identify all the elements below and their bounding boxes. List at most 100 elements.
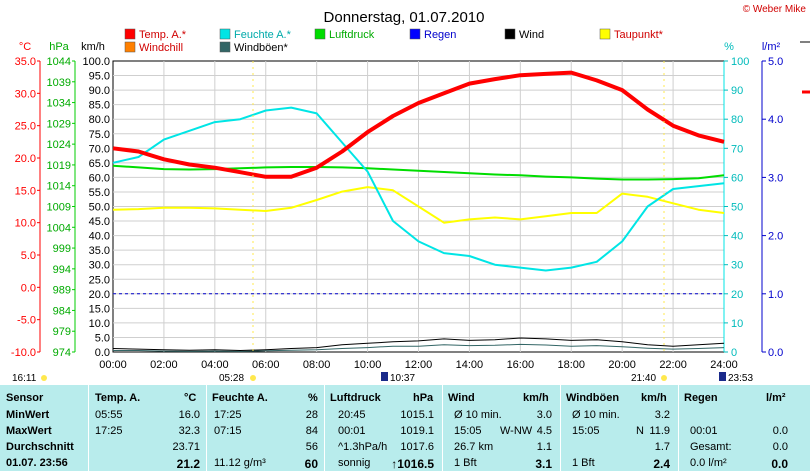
stat-wind-val: 4.5 [536,425,552,437]
legend-swatch [314,28,326,40]
stat-press-val: 1017.6 [400,441,434,453]
wind-tick-label: 50.0 [89,202,110,214]
humidity-tick-label: 30 [731,260,743,272]
stat-wind-val: 3.0 [536,409,552,421]
header-press-unit: hPa [413,392,434,404]
stat-rain-val: 0.0 [772,441,788,453]
stat-press-time: sonnig [338,457,371,469]
stat-gust-b: N [636,425,644,437]
stat-rain-a: Gesamt: [690,441,732,453]
col-separator [324,385,325,471]
wind-tick-label: 20.0 [89,289,110,301]
moon-icon [41,375,47,381]
stat-label: Durchschnitt [6,441,74,453]
moon-set-label: 16:11 [12,373,37,384]
stat-press-time: ^1.3hPa/h [338,441,388,453]
sun-icon [661,375,667,381]
stat-press-val: ↑1016.5 [391,457,434,471]
stat-hum-time: 07:15 [214,425,242,437]
legend-label: Feuchte A.* [234,29,292,41]
stat-wind-a: 1 Bft [454,457,477,469]
temp-tick-label: 20.0 [15,153,36,165]
humidity-tick-label: 70 [731,143,743,155]
stat-label: MaxWert [6,425,52,437]
unit-pressure: hPa [49,41,69,53]
legend-swatch [219,41,231,53]
stat-wind-a: 26.7 km [454,441,494,453]
grid [113,61,724,352]
axes: 00:00 02:00 04:00 06:00 08:00 10:00 12:00 14:00… [11,56,783,371]
legend-label: Windchill [139,42,183,54]
wind-tick-label: 95.0 [89,71,110,83]
stat-rain-val: 0.0 [771,457,788,471]
stat-hum-val: 60 [304,457,318,471]
pressure-tick-label: 999 [53,243,71,255]
pressure-tick-label: 989 [53,285,71,297]
stat-label: MinWert [6,409,50,421]
stat-gust-val: 2.4 [653,457,670,471]
stat-hum-val: 56 [305,441,318,453]
header-temp-unit: °C [184,392,197,404]
x-tick-label: 18:00 [557,359,585,371]
stat-gust-a: 15:05 [572,425,600,437]
humidity-tick-label: 80 [731,114,743,126]
legend-swatch [599,28,611,40]
pressure-tick-label: 1044 [47,56,71,68]
temp-tick-label: 0.0 [21,282,36,294]
header-press: Luftdruck [330,392,381,404]
stat-wind-a: Ø 10 min. [454,409,502,421]
temp-tick-label: 25.0 [15,121,36,133]
stat-rain-a: 0.0 l/m² [690,457,727,469]
x-tick-label: 08:00 [303,359,331,371]
temp-tick-label: 5.0 [21,250,36,262]
stat-press-val: 1015.1 [400,409,434,421]
legend-swatch [409,28,421,40]
moon-phase-b-label: 23:53 [728,373,753,384]
x-tick-label: 16:00 [507,359,535,371]
wind-tick-label: 75.0 [89,129,110,141]
stat-temp-val: 21.2 [176,457,200,471]
chart-title: Donnerstag, 01.07.2010 [324,9,485,26]
unit-humidity: % [724,41,734,53]
series [112,70,725,352]
header-rain: Regen [684,392,718,404]
weather-chart: Donnerstag, 01.07.2010 © Weber Mike Temp… [11,4,810,384]
wind-tick-label: 100.0 [82,56,110,68]
legend-swatch [504,28,516,40]
x-tick-label: 02:00 [150,359,178,371]
humidity-tick-label: 40 [731,231,743,243]
header-gust: Windböen [566,392,620,404]
wind-tick-label: 15.0 [89,303,110,315]
stat-gust-a: 1 Bft [572,457,595,469]
x-tick-label: 20:00 [608,359,636,371]
sunset-label: 21:40 [631,373,656,384]
pressure-tick-label: 1004 [47,222,71,234]
x-tick-label: 24:00 [710,359,738,371]
stat-wind-val: 3.1 [535,457,552,471]
stat-wind-a: 15:05 [454,425,482,437]
series-temp-a [112,70,725,179]
stat-gust-a: Ø 10 min. [572,409,620,421]
wind-tick-label: 70.0 [89,143,110,155]
x-tick-label: 22:00 [659,359,687,371]
pressure-tick-label: 994 [53,264,71,276]
pressure-tick-label: 974 [53,347,71,359]
wind-tick-label: 10.0 [89,318,110,330]
pressure-tick-label: 1029 [47,118,71,130]
temp-tick-label: 35.0 [15,56,36,68]
temp-tick-label: -5.0 [17,315,36,327]
legend: Temp. A.* Feuchte A.* Luftdruck Regen Wind Ta… [124,28,664,54]
stat-temp-val: 32.3 [178,425,200,437]
legend-swatch [219,28,231,40]
unit-temp: °C [19,41,31,53]
moon-phase-icon [381,372,388,381]
moon-phase-a-label: 10:37 [390,373,415,384]
legend-label: Windböen* [234,42,289,54]
humidity-tick-label: 50 [731,202,743,214]
series-windb-en [113,343,725,352]
sun-icon [250,375,256,381]
legend-label: Luftdruck [329,29,375,41]
rain-tick-label: 3.0 [768,172,783,184]
col-separator [560,385,561,471]
series-taupunkt [112,186,725,224]
